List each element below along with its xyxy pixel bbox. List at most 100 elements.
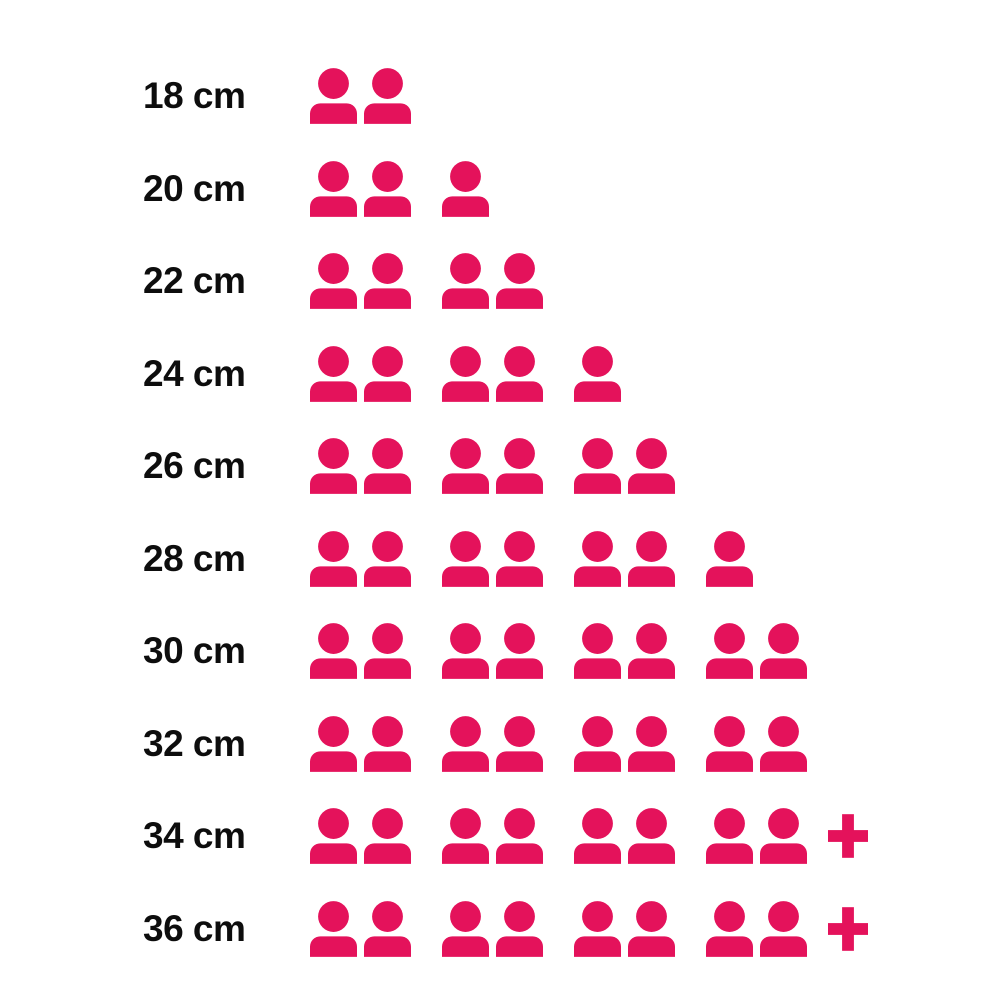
icon-row — [310, 808, 868, 865]
plus-icon — [828, 814, 868, 859]
person-icon — [364, 345, 411, 402]
person-icon — [628, 808, 675, 865]
icon-group — [310, 345, 411, 402]
plus-icon — [828, 906, 868, 951]
person-icon — [310, 530, 357, 587]
icon-group — [442, 345, 543, 402]
icon-group — [442, 623, 543, 680]
person-icon — [496, 900, 543, 957]
person-icon — [628, 715, 675, 772]
person-icon — [760, 623, 807, 680]
icon-row — [310, 345, 621, 402]
person-icon — [442, 623, 489, 680]
person-icon — [760, 900, 807, 957]
pictogram-row: 18 cm — [143, 50, 868, 143]
icon-group — [442, 530, 543, 587]
person-icon — [574, 623, 621, 680]
icon-group — [442, 160, 489, 217]
icon-group — [574, 715, 675, 772]
person-icon — [310, 438, 357, 495]
person-icon — [310, 715, 357, 772]
person-icon — [364, 623, 411, 680]
row-label: 18 cm — [143, 75, 246, 117]
icon-group — [442, 253, 543, 310]
person-icon — [496, 808, 543, 865]
icon-group — [310, 715, 411, 772]
icon-group — [310, 623, 411, 680]
row-label: 20 cm — [143, 167, 246, 209]
person-icon — [364, 900, 411, 957]
person-icon — [442, 160, 489, 217]
person-icon — [706, 808, 753, 865]
icon-group — [574, 530, 675, 587]
pictogram-row: 22 cm — [143, 235, 868, 328]
person-icon — [442, 438, 489, 495]
person-icon — [496, 623, 543, 680]
icon-row — [310, 438, 675, 495]
person-icon — [760, 808, 807, 865]
icon-group — [442, 900, 543, 957]
person-icon — [442, 345, 489, 402]
pictogram-row: 32 cm — [143, 698, 868, 791]
person-icon — [496, 438, 543, 495]
icon-group — [574, 900, 675, 957]
row-label: 32 cm — [143, 722, 246, 764]
icon-row — [310, 715, 807, 772]
person-icon — [628, 438, 675, 495]
pictogram-row: 20 cm — [143, 143, 868, 236]
icon-row — [310, 160, 489, 217]
row-label: 22 cm — [143, 260, 246, 302]
person-icon — [364, 715, 411, 772]
person-icon — [442, 715, 489, 772]
icon-group — [706, 715, 807, 772]
row-label: 24 cm — [143, 352, 246, 394]
row-label: 36 cm — [143, 907, 246, 949]
pictogram-row: 36 cm — [143, 883, 868, 976]
person-icon — [310, 68, 357, 125]
person-icon — [574, 715, 621, 772]
icon-group — [310, 900, 411, 957]
icon-group — [706, 808, 807, 865]
person-icon — [310, 253, 357, 310]
person-icon — [628, 530, 675, 587]
icon-group — [442, 808, 543, 865]
person-icon — [496, 253, 543, 310]
person-icon — [496, 715, 543, 772]
person-icon — [628, 900, 675, 957]
icon-group — [706, 900, 807, 957]
person-icon — [442, 808, 489, 865]
pictogram-chart: 18 cm 20 cm 22 cm 24 cm 26 cm 28 cm 30 cm 32 cm… — [143, 50, 868, 975]
person-icon — [574, 345, 621, 402]
row-label: 28 cm — [143, 537, 246, 579]
person-icon — [364, 68, 411, 125]
person-icon — [706, 900, 753, 957]
icon-group — [310, 253, 411, 310]
person-icon — [760, 715, 807, 772]
person-icon — [442, 530, 489, 587]
person-icon — [310, 623, 357, 680]
person-icon — [706, 530, 753, 587]
icon-group — [706, 530, 753, 587]
icon-group — [574, 438, 675, 495]
pictogram-row: 34 cm — [143, 790, 868, 883]
icon-row — [310, 253, 543, 310]
person-icon — [364, 253, 411, 310]
pictogram-row: 24 cm — [143, 328, 868, 421]
icon-group — [310, 438, 411, 495]
pictogram-row: 26 cm — [143, 420, 868, 513]
person-icon — [442, 900, 489, 957]
icon-group — [442, 715, 543, 772]
icon-row — [310, 900, 868, 957]
icon-row — [310, 530, 753, 587]
person-icon — [364, 438, 411, 495]
person-icon — [574, 438, 621, 495]
person-icon — [496, 530, 543, 587]
icon-group — [442, 438, 543, 495]
icon-group — [310, 160, 411, 217]
row-label: 26 cm — [143, 445, 246, 487]
person-icon — [574, 530, 621, 587]
person-icon — [364, 160, 411, 217]
person-icon — [574, 900, 621, 957]
person-icon — [310, 160, 357, 217]
icon-group — [310, 808, 411, 865]
